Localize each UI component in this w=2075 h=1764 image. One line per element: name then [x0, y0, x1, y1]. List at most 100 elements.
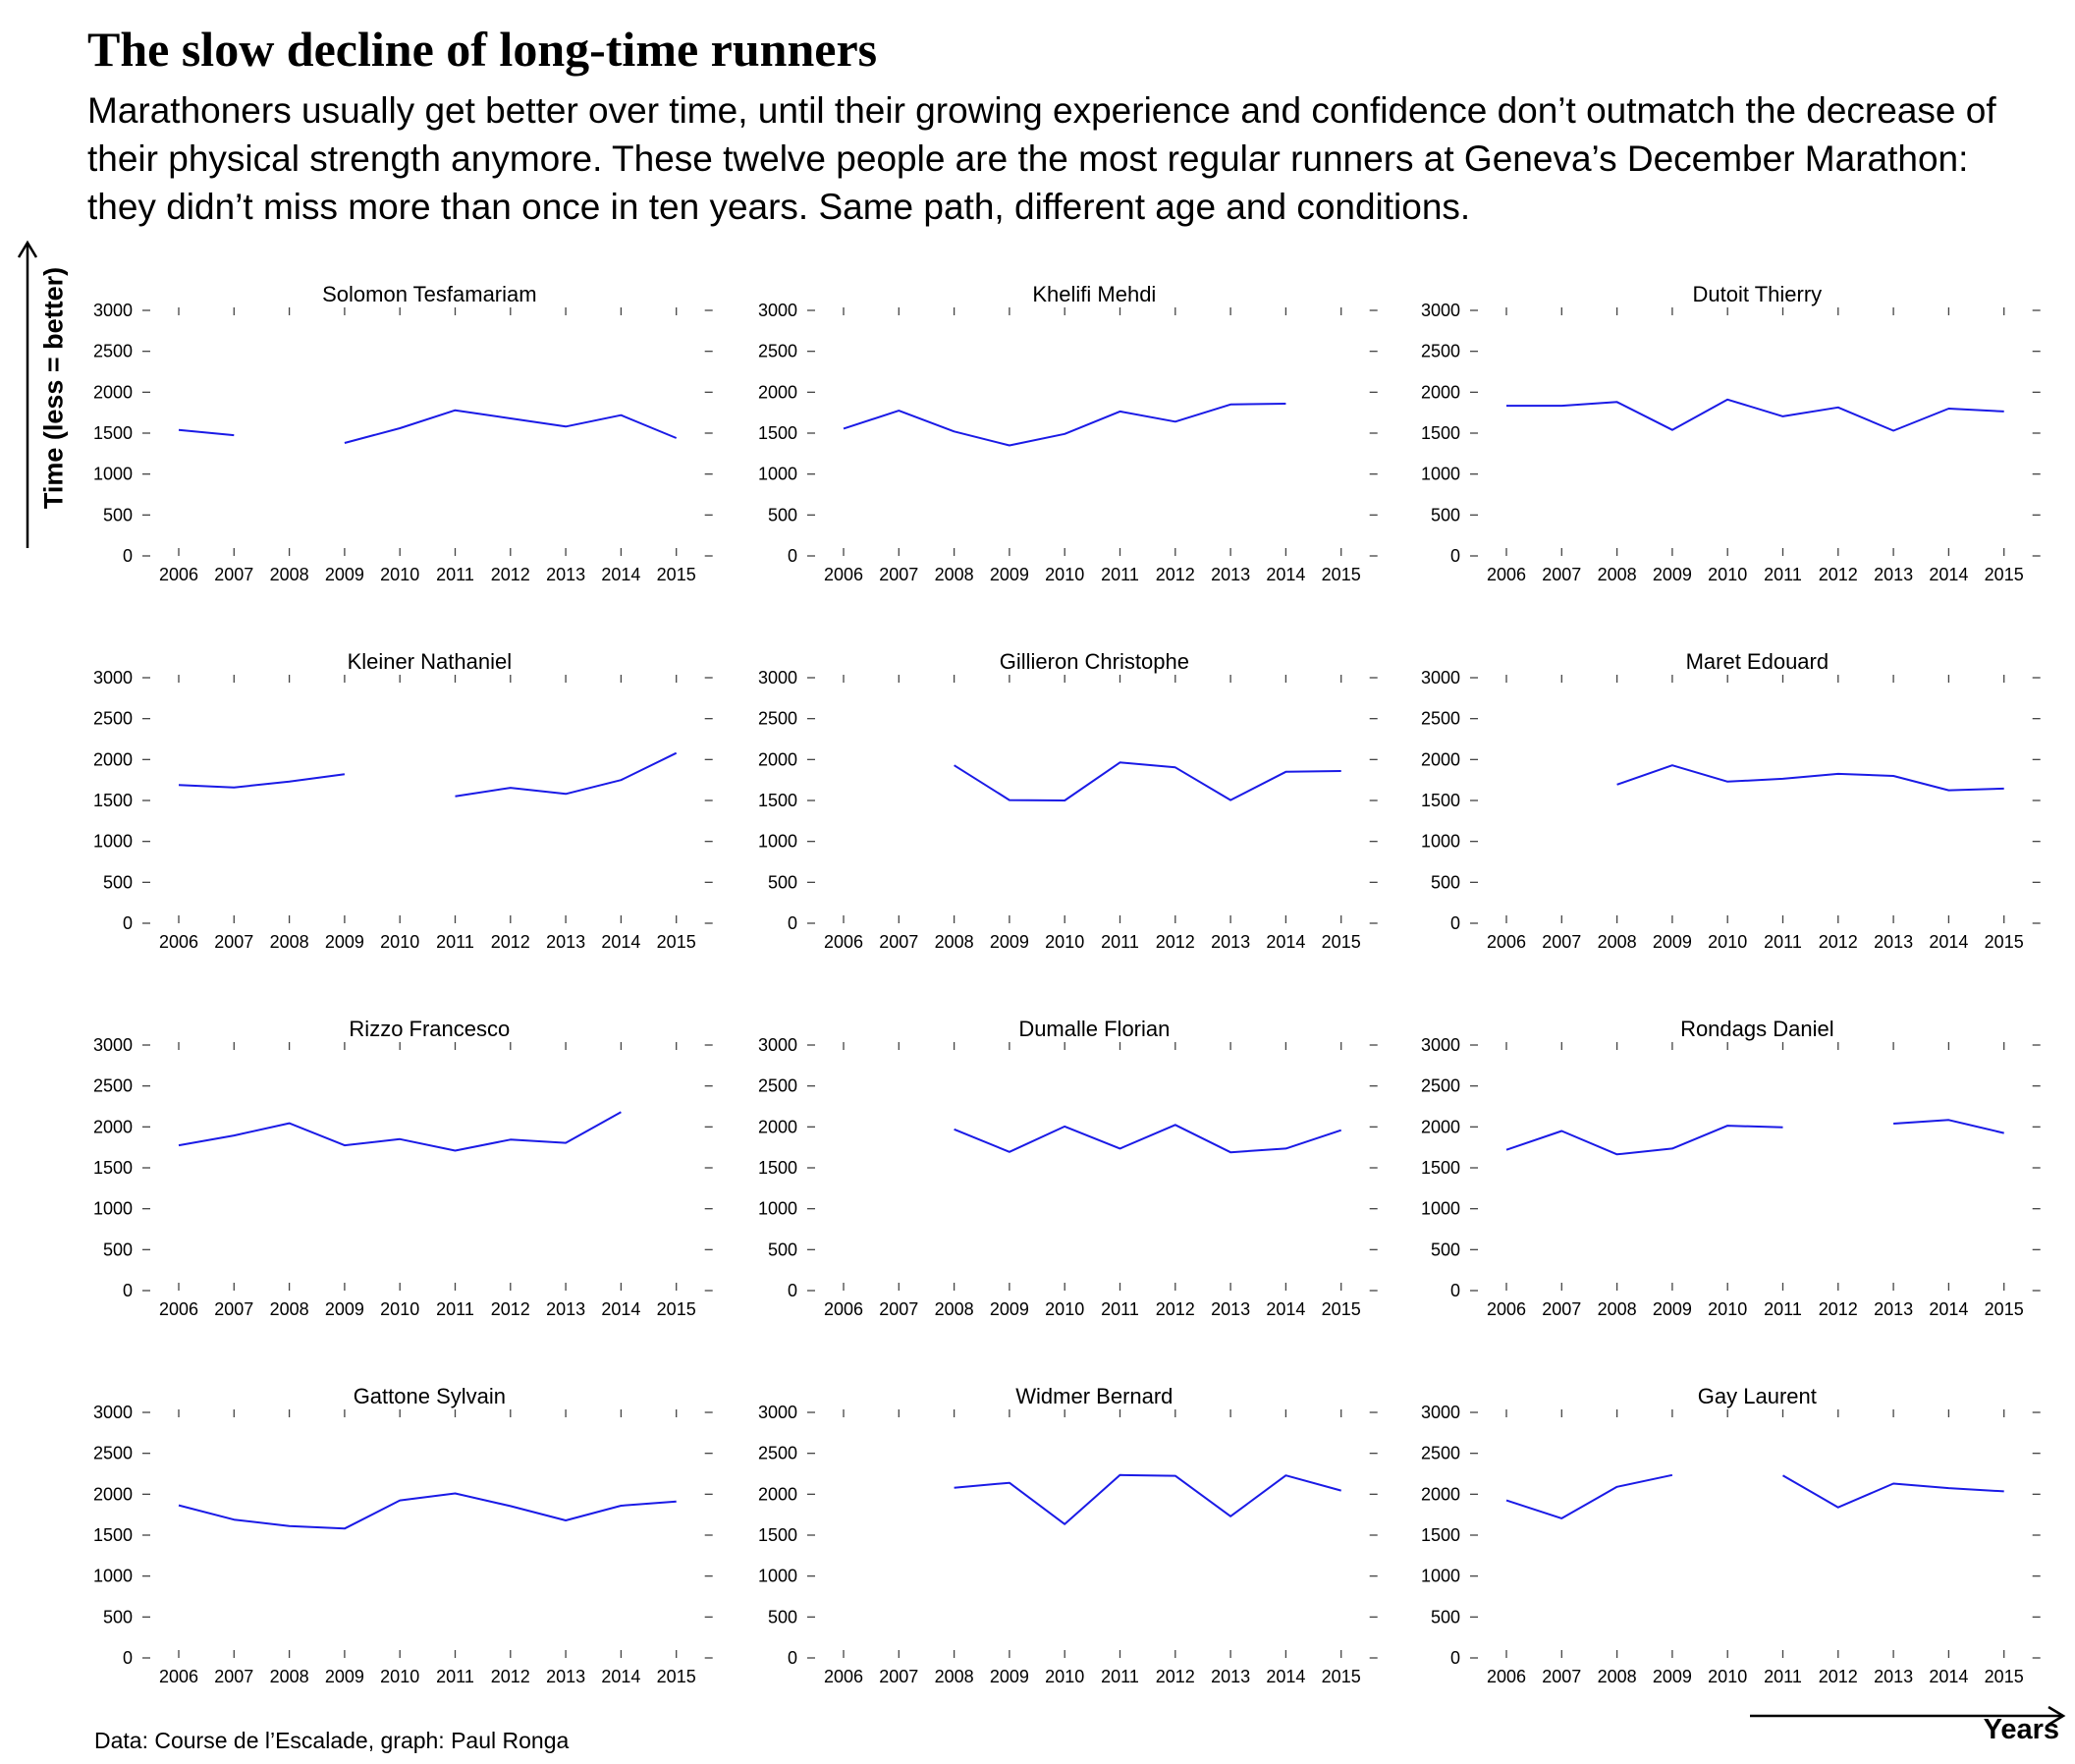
- series-line: [1505, 1125, 1783, 1156]
- x-tick-label: 2015: [1322, 565, 1361, 584]
- y-tick-label: 2500: [1421, 709, 1460, 729]
- x-tick-label: 2011: [1101, 1667, 1139, 1686]
- y-tick-label: 1500: [758, 791, 797, 810]
- x-tick-label: 2006: [824, 932, 863, 952]
- y-tick-label: 2000: [1421, 382, 1460, 402]
- x-tick-label: 2013: [546, 1667, 585, 1686]
- y-tick-label: 2000: [1421, 1484, 1460, 1504]
- x-tick-label: 2012: [1819, 1299, 1858, 1319]
- y-tick-label: 3000: [1421, 668, 1460, 688]
- x-tick-label: 2012: [1819, 1667, 1858, 1686]
- x-tick-label: 2011: [1764, 1299, 1802, 1319]
- x-tick-label: 2009: [1653, 1667, 1692, 1686]
- y-tick-label: 1500: [93, 791, 133, 810]
- x-tick-label: 2012: [491, 565, 530, 584]
- x-tick-label: 2008: [270, 565, 309, 584]
- y-tick-label: 1000: [758, 832, 797, 852]
- y-tick-label: 2500: [93, 1076, 133, 1096]
- x-tick-label: 2012: [491, 1299, 530, 1319]
- x-axis-label: Years: [1983, 1714, 2059, 1745]
- y-tick-label: 1000: [93, 465, 133, 484]
- x-tick-label: 2015: [1322, 1299, 1361, 1319]
- y-tick-label: 3000: [758, 1403, 797, 1422]
- y-tick-label: 0: [1450, 1281, 1460, 1300]
- x-tick-label: 2014: [1929, 565, 1968, 584]
- y-tick-label: 2000: [93, 1484, 133, 1504]
- x-tick-label: 2008: [935, 565, 974, 584]
- y-tick-label: 0: [1450, 913, 1460, 933]
- y-tick-label: 1000: [93, 1199, 133, 1219]
- x-axis-arrow: [1750, 1705, 2066, 1727]
- panel-title: Rondags Daniel: [1680, 1017, 1834, 1041]
- y-tick-label: 0: [123, 1281, 133, 1300]
- x-tick-label: 2014: [1266, 1667, 1305, 1686]
- x-tick-label: 2010: [380, 1667, 419, 1686]
- y-tick-label: 0: [788, 913, 797, 933]
- x-tick-label: 2010: [1708, 932, 1747, 952]
- panel-title: Maret Edouard: [1686, 649, 1829, 674]
- x-tick-label: 2012: [491, 1667, 530, 1686]
- x-tick-label: 2015: [657, 1299, 696, 1319]
- y-tick-label: 2500: [758, 342, 797, 361]
- y-tick-label: 2500: [1421, 342, 1460, 361]
- chart-title: The slow decline of long-time runners: [87, 22, 878, 77]
- y-tick-label: 2500: [1421, 1444, 1460, 1463]
- x-tick-label: 2010: [1045, 1667, 1084, 1686]
- x-tick-label: 2011: [436, 1667, 474, 1686]
- x-tick-label: 2007: [214, 932, 253, 952]
- x-tick-label: 2010: [1708, 1667, 1747, 1686]
- y-tick-label: 0: [1450, 1648, 1460, 1668]
- y-tick-label: 2500: [93, 1444, 133, 1463]
- x-tick-label: 2015: [1322, 1667, 1361, 1686]
- panel-title: Rizzo Francesco: [349, 1017, 510, 1041]
- x-tick-label: 2009: [990, 1299, 1029, 1319]
- series-line: [954, 761, 1341, 801]
- y-tick-label: 1000: [758, 465, 797, 484]
- y-tick-label: 1500: [1421, 423, 1460, 443]
- series-line: [1506, 398, 2004, 432]
- y-tick-label: 0: [788, 1648, 797, 1668]
- x-tick-label: 2013: [1211, 1299, 1250, 1319]
- y-tick-label: 2000: [1421, 749, 1460, 769]
- series-line: [178, 1111, 622, 1152]
- x-tick-label: 2014: [601, 565, 640, 584]
- x-tick-label: 2006: [824, 1667, 863, 1686]
- series-line: [1505, 1473, 1673, 1519]
- x-tick-label: 2010: [1708, 565, 1747, 584]
- series-line: [1782, 1474, 2004, 1509]
- y-tick-label: 1000: [1421, 465, 1460, 484]
- y-tick-label: 500: [103, 1240, 133, 1259]
- x-tick-label: 2011: [436, 1299, 474, 1319]
- x-tick-label: 2006: [159, 565, 198, 584]
- x-tick-label: 2011: [1764, 1667, 1802, 1686]
- x-tick-label: 2010: [1045, 565, 1084, 584]
- x-tick-label: 2008: [270, 1299, 309, 1319]
- x-tick-label: 2015: [1322, 932, 1361, 952]
- y-tick-label: 1500: [1421, 791, 1460, 810]
- x-tick-label: 2013: [1874, 932, 1913, 952]
- y-tick-label: 0: [1450, 546, 1460, 566]
- y-tick-label: 500: [768, 505, 797, 524]
- x-tick-label: 2013: [1874, 1299, 1913, 1319]
- y-tick-label: 1500: [1421, 1525, 1460, 1545]
- series-line: [1616, 764, 2004, 792]
- x-tick-label: 2008: [270, 932, 309, 952]
- y-axis-arrow: [17, 240, 38, 548]
- series-line: [178, 428, 235, 437]
- x-tick-label: 2009: [325, 1299, 364, 1319]
- y-tick-label: 3000: [758, 1035, 797, 1055]
- x-tick-label: 2015: [657, 932, 696, 952]
- x-tick-label: 2009: [325, 565, 364, 584]
- y-tick-label: 2000: [758, 749, 797, 769]
- series-line: [1893, 1119, 2004, 1134]
- x-tick-label: 2014: [1929, 932, 1968, 952]
- x-tick-label: 2008: [1598, 1667, 1637, 1686]
- chart-subtitle: Marathoners usually get better over time…: [87, 90, 1996, 227]
- y-tick-label: 2000: [1421, 1117, 1460, 1136]
